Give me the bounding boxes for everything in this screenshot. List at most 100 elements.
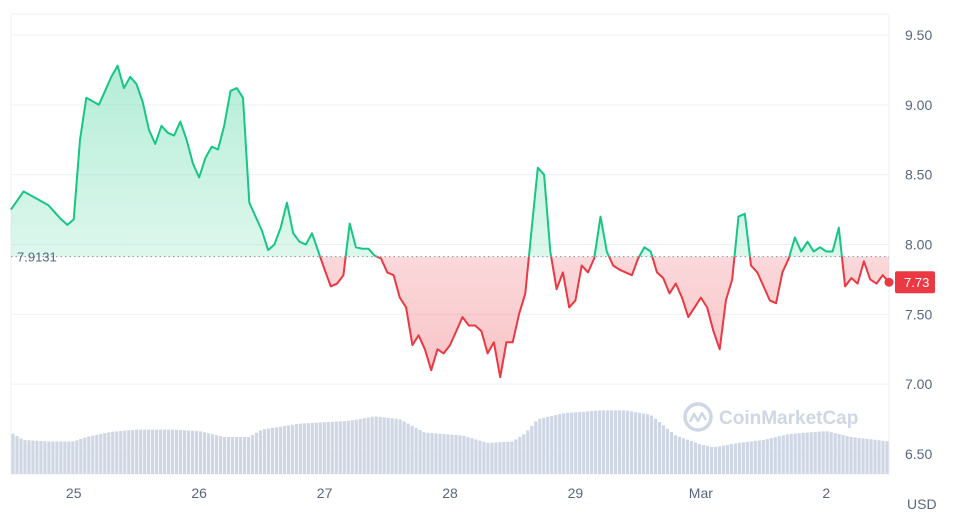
volume-bar [701, 445, 706, 474]
volume-bar [721, 445, 725, 474]
volume-bar [558, 414, 562, 474]
price-area-below-reference [320, 256, 889, 378]
volume-bar [410, 425, 414, 474]
volume-bar [143, 429, 147, 474]
volume-bar [406, 423, 410, 474]
volume-bar [685, 439, 690, 474]
volume-bar [274, 427, 278, 474]
volume-bar [79, 438, 83, 474]
volume-bar [179, 429, 183, 474]
volume-bar [781, 435, 785, 474]
volume-bar [382, 417, 386, 474]
volume-bar [214, 435, 219, 474]
volume-bar [645, 414, 650, 474]
volume-bar [809, 432, 813, 474]
volume-bar [135, 429, 139, 474]
volume-bar [522, 434, 526, 474]
volume-bar [618, 410, 622, 474]
volume-bar [438, 433, 442, 474]
volume-bar [171, 429, 175, 474]
volume-bar [841, 435, 845, 474]
volume-bar [602, 410, 606, 474]
volume-bar [75, 440, 79, 474]
volume-bar [278, 426, 282, 474]
volume-bar [250, 435, 255, 474]
volume-bar [825, 431, 829, 474]
volume-bar [622, 410, 626, 474]
volume-bar [390, 418, 394, 474]
volume-bar [222, 437, 227, 474]
volume-bar [689, 441, 694, 474]
volume-bar [733, 443, 737, 474]
volume-bar [881, 440, 885, 474]
volume-bar [346, 420, 350, 474]
volume-bar [226, 437, 231, 474]
volume-bar [633, 412, 638, 474]
volume-bar [330, 421, 334, 474]
volume-bar [498, 442, 502, 474]
volume-bar [147, 429, 151, 474]
volume-bar [817, 431, 821, 474]
y-tick-label: 9.00 [905, 97, 932, 113]
volume-bar [218, 436, 223, 474]
volume-bar [653, 418, 658, 474]
last-price-badge-text: 7.73 [904, 275, 929, 290]
volume-bar [749, 441, 753, 474]
price-area [10, 64, 890, 379]
volume-bar [55, 441, 59, 474]
price-line-below-reference [319, 256, 890, 379]
volume-bar [598, 410, 602, 474]
reference-price-label: 7.9131 [17, 250, 57, 265]
volume-bar [554, 415, 558, 474]
volume-bar [111, 431, 115, 474]
volume-bar [398, 419, 402, 474]
volume-bar [641, 413, 646, 474]
volume-bar [737, 442, 741, 474]
x-axis: 25 26 27 28 29 Mar 2 [66, 485, 830, 501]
volume-bar [342, 421, 346, 474]
volume-bar [821, 431, 825, 474]
volume-bar [697, 443, 702, 474]
volume-bar [262, 429, 267, 474]
volume-bar [833, 433, 837, 474]
volume-bar [578, 411, 582, 474]
volume-bar [797, 433, 801, 474]
volume-bar [753, 440, 757, 474]
volume-bar [514, 439, 518, 474]
volume-bar [582, 411, 586, 474]
volume-bar [765, 439, 769, 474]
volume-bar [370, 416, 374, 474]
volume-bar [206, 433, 211, 474]
volume-bars [11, 410, 889, 474]
volume-bar [474, 439, 478, 474]
volume-bar [793, 433, 797, 474]
volume-bar [59, 441, 63, 474]
volume-bar [681, 438, 686, 474]
volume-bar [103, 433, 107, 474]
volume-bar [606, 410, 610, 474]
currency-unit-label: USD [907, 496, 937, 512]
volume-bar [709, 446, 713, 474]
volume-bar [350, 420, 354, 474]
x-tick-label: 2 [822, 485, 830, 501]
volume-bar [478, 440, 482, 474]
volume-bar [665, 428, 670, 474]
volume-bar [594, 410, 598, 474]
volume-bar [51, 441, 55, 474]
volume-bar [610, 410, 614, 474]
volume-bar [119, 430, 123, 474]
volume-bar [306, 423, 310, 474]
volume-bar [466, 437, 470, 474]
volume-bar [358, 418, 362, 474]
volume-bar [234, 437, 239, 474]
volume-bar [885, 441, 889, 474]
y-tick-label: 8.00 [905, 237, 932, 253]
volume-bar [230, 437, 235, 474]
volume-bar [777, 436, 781, 474]
volume-bar [107, 432, 111, 474]
volume-bar [187, 430, 191, 474]
volume-bar [202, 432, 207, 474]
volume-bar [813, 431, 817, 474]
last-price-marker [884, 277, 894, 287]
volume-bar [869, 439, 873, 474]
